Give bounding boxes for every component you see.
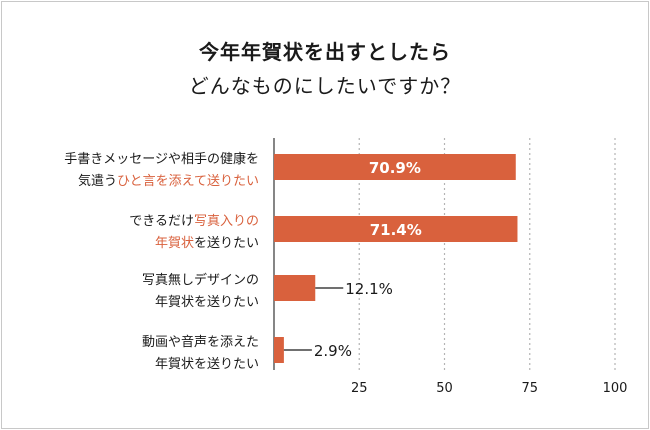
category-label: 年賀状を送りたい — [155, 357, 259, 372]
chart-title-line-1: 今年年賀状を出すとしたら — [199, 40, 451, 64]
category-label-part: できるだけ — [129, 214, 194, 229]
x-tick-label: 50 — [436, 381, 453, 396]
bar — [274, 216, 518, 242]
category-label-part: を送りたい — [194, 236, 259, 251]
bar — [274, 275, 316, 301]
category-label: 写真無しデザインの — [142, 272, 259, 288]
category-label: 年賀状を送りたい — [155, 295, 259, 310]
category-label: 動画や音声を添えた — [142, 334, 259, 350]
category-label-highlight: 写真入りの — [194, 214, 259, 229]
category-label-part: 気遣う — [78, 173, 117, 189]
category-label-part: 手書きメッセージや相手の健康を — [64, 151, 259, 167]
bar-value-label: 2.9% — [314, 342, 352, 360]
category-label-part: 年賀状を送りたい — [155, 295, 259, 310]
category-label: できるだけ写真入りの — [129, 214, 259, 229]
category-label-part: 動画や音声を添えた — [142, 334, 259, 350]
bar — [274, 337, 284, 363]
bar-value-label: 71.4% — [370, 221, 422, 239]
x-tick-label: 25 — [351, 381, 368, 396]
x-tick-label: 100 — [603, 381, 628, 396]
category-label: 気遣うひと言を添えて送りたい — [78, 173, 259, 189]
x-tick-label: 75 — [521, 381, 538, 396]
category-label: 手書きメッセージや相手の健康を — [64, 151, 259, 167]
category-label: 年賀状を送りたい — [155, 236, 259, 251]
category-label-part: 年賀状を送りたい — [155, 357, 259, 372]
bar — [274, 154, 516, 180]
chart-title-line-2: どんなものにしたいですか？ — [188, 74, 462, 98]
bar-value-label: 70.9% — [369, 159, 421, 177]
category-label-part: 写真無しデザインの — [142, 272, 259, 288]
bar-value-label: 12.1% — [345, 280, 393, 298]
category-label-highlight: 年賀状 — [155, 236, 194, 251]
category-label-highlight: ひと言を添えて送りたい — [117, 174, 259, 189]
